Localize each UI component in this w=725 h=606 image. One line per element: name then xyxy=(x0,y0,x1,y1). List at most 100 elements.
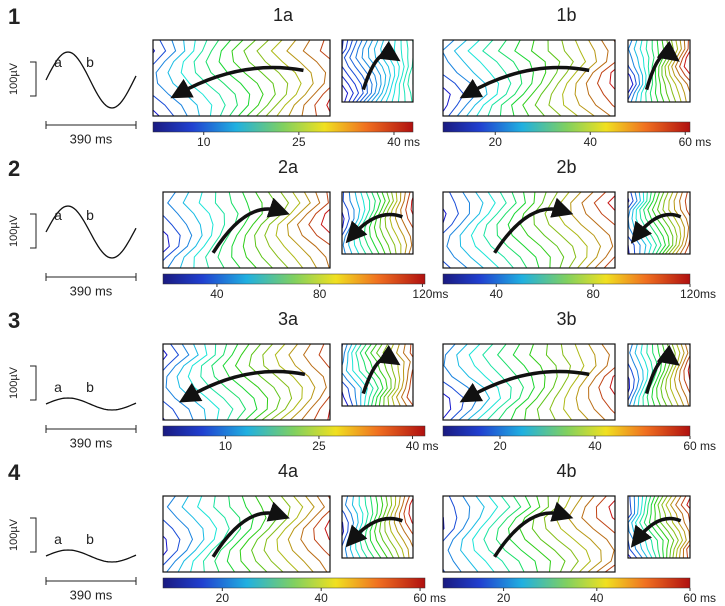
colorbar-tick-label: 40 xyxy=(590,591,604,605)
contour xyxy=(535,35,560,127)
arrow xyxy=(363,54,391,90)
scale-label: 100µV xyxy=(8,62,20,95)
arrow xyxy=(213,513,280,557)
contour xyxy=(265,187,292,279)
wave-label: b xyxy=(86,54,94,70)
contour xyxy=(460,187,490,279)
colorbar-tick-label: 25 xyxy=(312,439,326,453)
contour xyxy=(576,339,598,431)
contour xyxy=(206,187,225,279)
contour-map xyxy=(333,187,422,263)
contour xyxy=(497,187,527,279)
wave-label: a xyxy=(54,379,62,395)
contour-map xyxy=(418,339,638,431)
contour xyxy=(153,187,180,279)
contour xyxy=(309,187,341,279)
colorbar xyxy=(443,122,690,132)
contour-map xyxy=(141,491,350,583)
scale-bar xyxy=(30,62,36,96)
contour xyxy=(321,187,354,279)
contour xyxy=(687,491,697,567)
contour xyxy=(397,339,405,415)
contour xyxy=(168,35,199,127)
contour xyxy=(374,35,385,111)
contour xyxy=(425,491,444,583)
contour xyxy=(666,339,676,415)
colorbar-tick-label: 10 xyxy=(197,135,211,149)
scale-label: 100µV xyxy=(8,366,20,399)
colorbar-unit: ms xyxy=(430,591,446,605)
contour xyxy=(690,187,696,263)
colorbar-tick-label: 120 xyxy=(680,287,700,301)
colorbar xyxy=(163,578,425,588)
contour xyxy=(444,339,477,431)
contour-map xyxy=(140,187,355,279)
contour xyxy=(275,339,302,431)
contour xyxy=(177,339,206,431)
colorbar-tick-label: 120 xyxy=(412,287,432,301)
contour xyxy=(386,35,395,111)
contour xyxy=(598,35,627,127)
map-frame xyxy=(342,192,413,254)
panel-title: 3a xyxy=(278,309,299,329)
time-label: 390 ms xyxy=(70,587,113,602)
colorbar-unit: ms xyxy=(700,439,716,453)
colorbar-tick-label: 40 xyxy=(584,135,598,149)
panel-title: 4a xyxy=(278,461,299,481)
contour xyxy=(298,187,330,279)
contour xyxy=(646,35,650,111)
contour xyxy=(402,339,411,415)
contour xyxy=(568,491,601,583)
contour xyxy=(685,187,693,263)
contour-map xyxy=(620,339,698,415)
contour xyxy=(594,187,624,279)
colorbar xyxy=(163,274,425,284)
row-label: 2 xyxy=(8,156,20,181)
colorbar-tick-label: 20 xyxy=(497,591,511,605)
row-label: 1 xyxy=(8,4,20,29)
contour xyxy=(302,35,326,127)
colorbar-tick-label: 80 xyxy=(586,287,600,301)
arrow xyxy=(469,68,589,94)
colorbar-tick-label: 20 xyxy=(489,135,503,149)
colorbar-unit: ms xyxy=(700,591,716,605)
contour xyxy=(328,339,350,431)
colorbar xyxy=(163,426,425,436)
contour xyxy=(140,187,170,279)
scale-label: 100µV xyxy=(8,518,20,551)
contour xyxy=(409,491,424,567)
contour xyxy=(232,187,251,279)
contour xyxy=(525,339,545,431)
panel-title: 2a xyxy=(278,157,299,177)
contour xyxy=(232,35,263,127)
contour xyxy=(403,35,412,111)
time-bar xyxy=(46,121,136,129)
contour xyxy=(625,339,635,415)
contour xyxy=(343,187,354,263)
panel-title: 3b xyxy=(556,309,576,329)
colorbar-tick-label: 40 xyxy=(387,135,401,149)
colorbar-tick-label: 60 xyxy=(683,439,697,453)
contour xyxy=(240,491,266,583)
panel-title: 2b xyxy=(556,157,576,177)
contour xyxy=(618,35,633,111)
contour xyxy=(431,35,464,127)
colorbar-tick-label: 60 xyxy=(683,591,697,605)
contour xyxy=(180,187,202,279)
colorbar-tick-label: 40 xyxy=(315,591,329,605)
contour xyxy=(255,187,279,279)
contour xyxy=(338,187,349,263)
contour xyxy=(289,339,315,431)
time-bar xyxy=(46,425,136,433)
contour xyxy=(413,339,423,415)
contour xyxy=(448,491,474,583)
colorbar-tick-label: 20 xyxy=(216,591,230,605)
time-label: 390 ms xyxy=(70,435,113,450)
contour xyxy=(227,491,253,583)
contour xyxy=(620,187,633,263)
contour xyxy=(625,187,638,263)
contour xyxy=(252,491,278,583)
wave-label: b xyxy=(86,531,94,547)
arrow xyxy=(495,209,564,253)
contour xyxy=(563,35,587,127)
